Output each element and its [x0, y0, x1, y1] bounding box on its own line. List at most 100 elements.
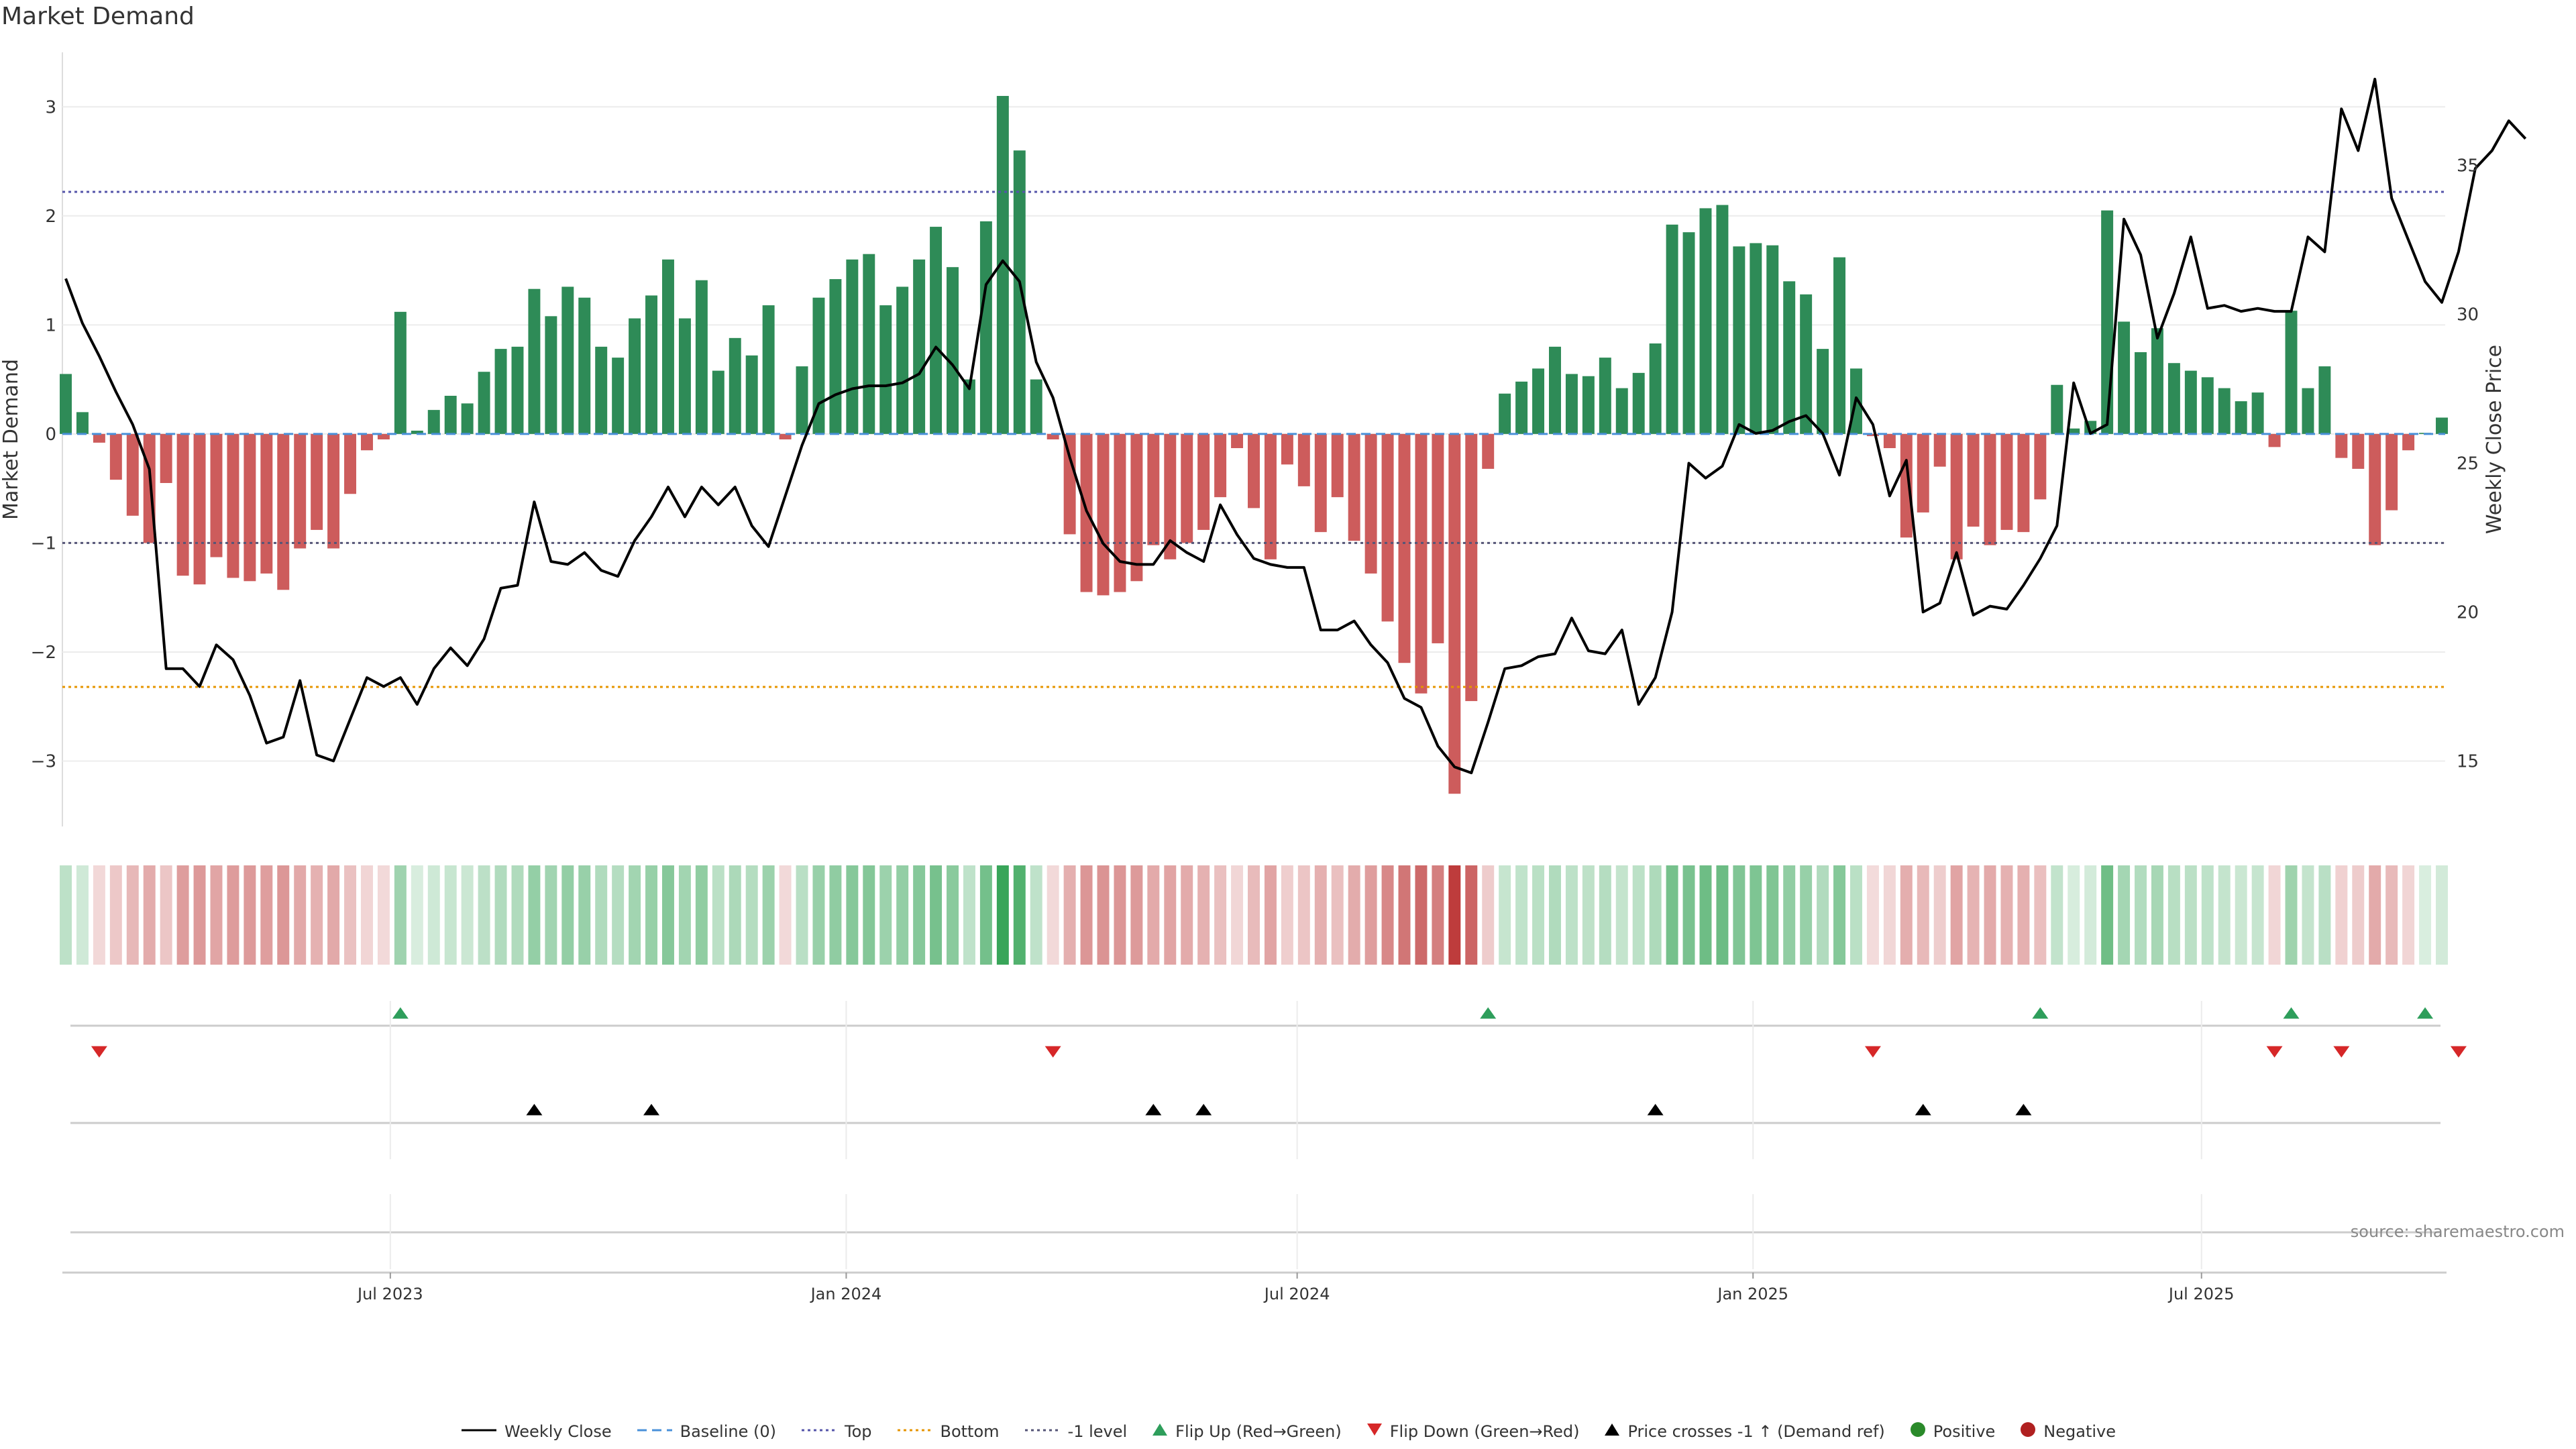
y-tick-label: 2	[45, 207, 56, 227]
heat-cell	[1716, 865, 1729, 965]
heat-cell	[1515, 865, 1528, 965]
y-tick-label: −2	[31, 643, 56, 663]
heat-cell	[2385, 865, 2398, 965]
legend-label: Price crosses -1 ↑ (Demand ref)	[1627, 1422, 1885, 1441]
demand-bar	[1281, 433, 1293, 465]
heat-cell	[1181, 865, 1193, 965]
heat-cell	[2268, 865, 2281, 965]
heat-cell	[1783, 865, 1796, 965]
demand-bar	[2135, 352, 2147, 434]
demand-bar	[947, 267, 959, 434]
legend-label: Bottom	[940, 1422, 1000, 1441]
triangle-up-icon	[1151, 1421, 1169, 1442]
heat-cell	[1264, 865, 1277, 965]
demand-bar	[2318, 366, 2331, 434]
heat-cell	[1364, 865, 1377, 965]
demand-bar	[1582, 376, 1595, 434]
demand-bar	[2285, 311, 2298, 434]
demand-bar	[1499, 393, 1511, 434]
demand-bar	[2218, 388, 2231, 434]
y2-axis-label: Weekly Close Price	[2483, 345, 2506, 534]
demand-bar	[1063, 433, 1076, 535]
demand-bar	[2201, 377, 2214, 434]
demand-bar	[545, 316, 557, 434]
page-title: Market Demand	[1, 3, 195, 30]
heat-cell	[695, 865, 708, 965]
heat-cell	[2218, 865, 2231, 965]
demand-bar	[612, 358, 625, 434]
heat-cell	[629, 865, 641, 965]
x-tick-label: Jan 2025	[1716, 1285, 1788, 1303]
demand-bar	[1699, 208, 1712, 434]
reference-lines	[62, 191, 2445, 688]
demand-bar	[1933, 433, 1946, 467]
y2-tick-label: 25	[2457, 454, 2479, 474]
heat-cell	[779, 865, 792, 965]
demand-bar	[2385, 433, 2398, 511]
heat-cell	[2419, 865, 2432, 965]
heat-cell	[1214, 865, 1227, 965]
right-y-axis: 35 30 25 20 15	[2457, 156, 2479, 772]
dotted-line-icon	[800, 1422, 838, 1441]
demand-bar	[863, 254, 875, 434]
demand-bar	[1197, 433, 1210, 530]
heat-cell	[344, 865, 357, 965]
x-axis: Jul 2023 Jan 2024 Jul 2024 Jan 2025 Jul 2025	[356, 1273, 2235, 1303]
heat-cell	[2017, 865, 2030, 965]
demand-bar	[812, 297, 825, 434]
demand-bar	[1549, 346, 1561, 434]
flip-down-marker	[1864, 1046, 1881, 1058]
heat-cell	[1030, 865, 1042, 965]
heat-cell	[76, 865, 89, 965]
heat-cell	[2034, 865, 2047, 965]
heat-cell	[2051, 865, 2063, 965]
demand-bar	[1900, 433, 1913, 538]
demand-bar	[2436, 417, 2448, 434]
demand-bar	[1800, 294, 1813, 434]
heat-cell	[1900, 865, 1913, 965]
legend-label: Negative	[2043, 1422, 2116, 1441]
triangle-up-icon	[1603, 1421, 1621, 1442]
heat-cell	[846, 865, 859, 965]
y2-tick-label: 20	[2457, 602, 2479, 623]
legend-item-flip-up: Flip Up (Red→Green)	[1151, 1421, 1342, 1442]
heat-cell	[1699, 865, 1712, 965]
demand-bar	[1264, 433, 1277, 559]
source-credit: source: sharemaestro.com	[2350, 1222, 2565, 1241]
legend-label: Positive	[1933, 1422, 1996, 1441]
demand-bar	[1114, 433, 1126, 592]
heat-cell	[796, 865, 808, 965]
demand-bar	[1297, 433, 1310, 486]
heat-cell	[1499, 865, 1511, 965]
demand-bar	[879, 305, 892, 434]
triangle-down-icon	[1366, 1421, 1383, 1442]
demand-bar	[394, 311, 407, 434]
heat-cell	[2352, 865, 2365, 965]
y2-tick-label: 35	[2457, 156, 2479, 176]
demand-bar	[444, 395, 457, 434]
heat-cell	[947, 865, 959, 965]
demand-bar	[1381, 433, 1394, 622]
heat-cell	[1532, 865, 1545, 965]
heat-cell	[143, 865, 156, 965]
demand-bar	[2184, 370, 2197, 434]
demand-bar	[1750, 243, 1762, 434]
legend-label: Flip Up (Red→Green)	[1175, 1422, 1342, 1441]
y-tick-label: −1	[31, 533, 56, 553]
heat-cell	[93, 865, 105, 965]
demand-bar	[1967, 433, 1980, 527]
heat-cell	[2167, 865, 2180, 965]
demand-bar	[2167, 363, 2180, 434]
heat-cell	[1933, 865, 1946, 965]
heat-cell	[2436, 865, 2448, 965]
demand-bar	[1046, 433, 1059, 439]
demand-bar	[979, 221, 992, 434]
heat-cell	[1097, 865, 1110, 965]
demand-bar	[1649, 343, 1662, 434]
demand-bar	[478, 372, 490, 434]
price-cross-marker	[1915, 1104, 1931, 1116]
demand-bar	[1866, 433, 1879, 437]
heat-cell	[244, 865, 256, 965]
demand-bar	[1733, 246, 1746, 434]
